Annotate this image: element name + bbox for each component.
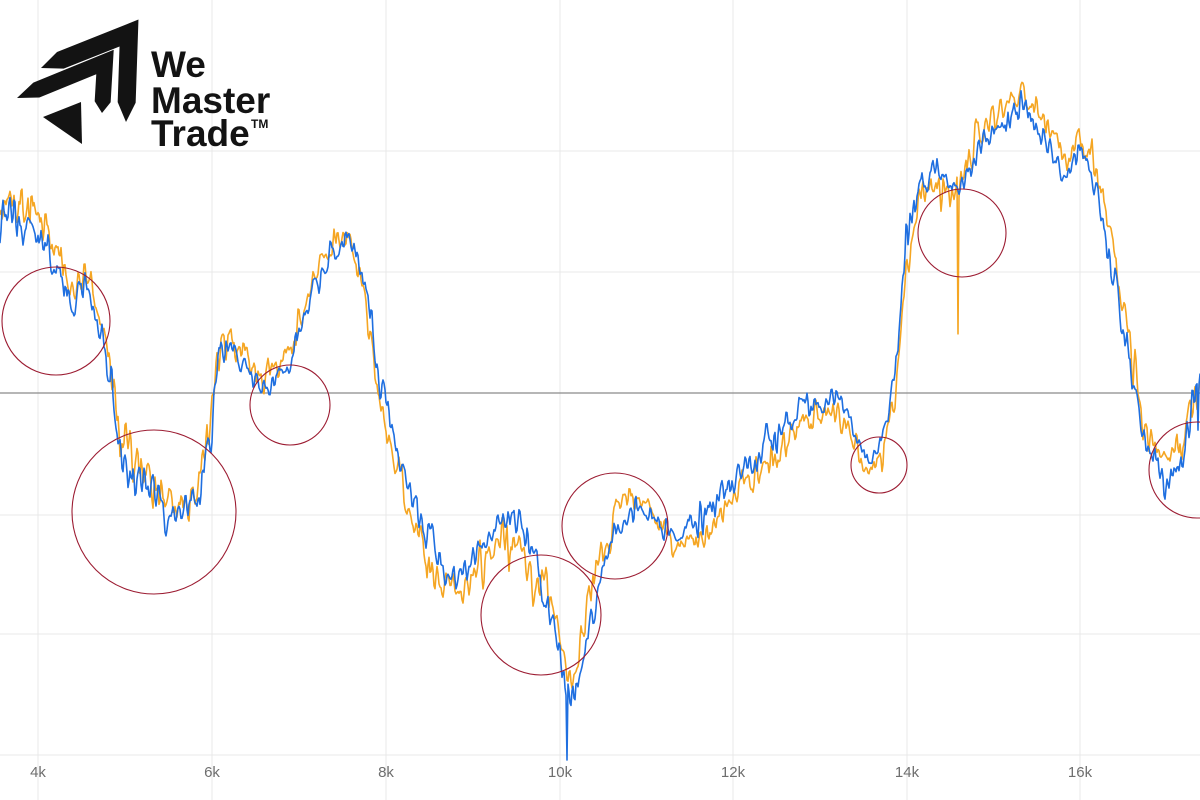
svg-text:10k: 10k	[548, 764, 573, 781]
svg-text:6k: 6k	[204, 764, 220, 781]
svg-text:8k: 8k	[378, 764, 394, 781]
svg-text:16k: 16k	[1068, 764, 1093, 781]
svg-text:Trade: Trade	[151, 113, 250, 154]
svg-text:TM: TM	[251, 117, 268, 131]
svg-text:We: We	[151, 44, 206, 85]
svg-text:12k: 12k	[721, 764, 746, 781]
svg-text:4k: 4k	[30, 764, 46, 781]
svg-text:14k: 14k	[895, 764, 920, 781]
